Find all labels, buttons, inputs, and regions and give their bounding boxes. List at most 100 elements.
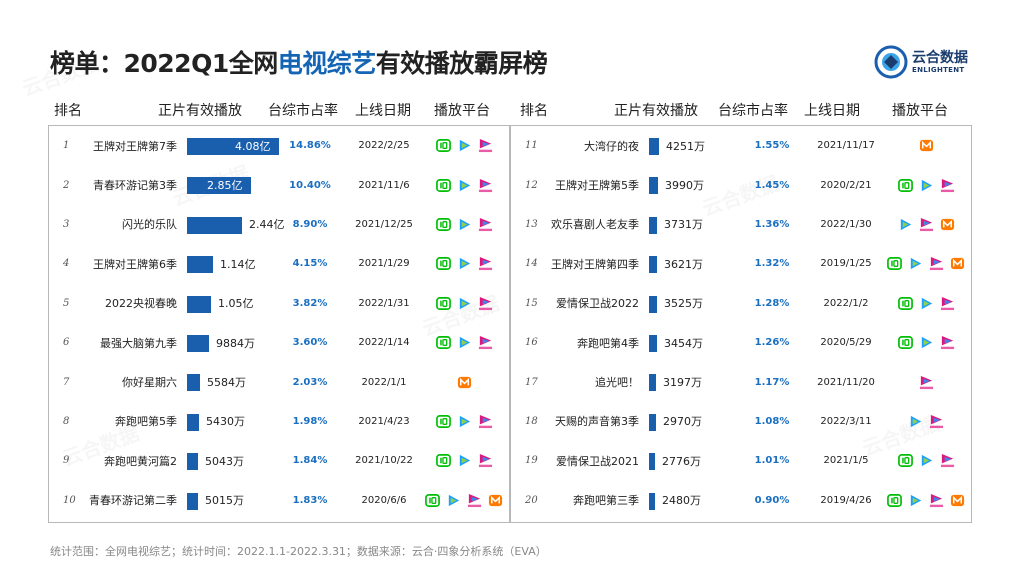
- mango-icon: [488, 494, 503, 506]
- tencent-icon: [459, 218, 470, 231]
- platform-list: [421, 402, 507, 441]
- platform-list: [883, 165, 969, 204]
- show-name: 奔跑吧第4季: [577, 336, 639, 350]
- show-name: 爱情保卫战2021: [556, 454, 639, 468]
- header-platform: 播放平台: [892, 103, 948, 119]
- launch-date: 2021/1/5: [823, 455, 869, 467]
- show-name: 你好星期六: [122, 376, 177, 390]
- rank-number: 16: [525, 337, 538, 349]
- tencent-icon: [448, 494, 460, 506]
- table-row: 9 奔跑吧黄河篇2 5043万 1.84% 2021/10/22: [49, 441, 509, 480]
- iqiyi-icon: [435, 218, 451, 231]
- platform-list: [883, 481, 969, 520]
- table-row: 7 你好星期六 5584万 2.03% 2022/1/1: [49, 362, 509, 401]
- tencent-icon: [910, 494, 922, 506]
- rank-number: 4: [63, 258, 70, 270]
- tencent-icon: [459, 179, 470, 191]
- platform-list: [421, 205, 507, 244]
- table-row: 2 青春环游记第3季 2.85亿 10.40% 2021/11/6: [49, 165, 509, 204]
- tencent-icon: [921, 297, 932, 309]
- platform-list: [421, 441, 507, 480]
- plays-bar: [649, 295, 657, 313]
- ranking-table-left: 1 王牌对王牌第7季 4.08亿 14.86% 2022/2/25 2 青春环游记第3季 2.…: [48, 125, 510, 523]
- youku-icon: [478, 178, 492, 192]
- market-share: 1.84%: [292, 455, 328, 467]
- launch-date: 2022/2/25: [358, 140, 410, 152]
- launch-date: 2021/1/29: [358, 258, 410, 270]
- iqiyi-icon: [425, 493, 440, 507]
- iqiyi-icon: [887, 257, 902, 271]
- youku-icon: [478, 296, 492, 310]
- tencent-icon: [921, 337, 932, 349]
- plays-label: 3197万: [663, 376, 702, 390]
- show-name: 追光吧！: [595, 376, 639, 390]
- iqiyi-icon: [897, 296, 913, 310]
- title-prefix: 榜单：2022Q1全网: [50, 49, 278, 78]
- tencent-icon: [459, 415, 470, 428]
- footer-note: 统计范围：全网电视综艺；统计时间：2022.1.1-2022.3.31；数据来源…: [50, 545, 547, 558]
- market-share: 10.40%: [289, 179, 331, 191]
- plays-bar: [649, 453, 655, 471]
- youku-icon: [478, 454, 492, 468]
- platform-list: [883, 323, 969, 362]
- market-share: 14.86%: [289, 140, 331, 152]
- tencent-icon: [900, 218, 911, 231]
- platform-list: [421, 323, 507, 362]
- youku-icon: [467, 493, 482, 507]
- iqiyi-icon: [435, 296, 451, 310]
- launch-date: 2022/1/2: [823, 297, 869, 309]
- plays-label: 4.08亿: [235, 139, 271, 153]
- platform-list: [421, 481, 507, 520]
- launch-date: 2022/1/31: [358, 297, 410, 309]
- table-row: 11 大湾仔的夜 4251万 1.55% 2021/11/17: [511, 126, 971, 165]
- market-share: 1.17%: [754, 376, 790, 388]
- show-name: 天赐的声音第3季: [555, 415, 639, 429]
- rank-number: 5: [63, 297, 70, 309]
- tencent-icon: [910, 415, 922, 428]
- show-name: 爱情保卫战2022: [556, 297, 639, 311]
- launch-date: 2019/1/25: [820, 258, 872, 270]
- plays-bar: [649, 374, 656, 392]
- launch-date: 2022/3/11: [820, 415, 872, 427]
- mango-icon: [457, 376, 471, 388]
- table-row: 18 天赐的声音第3季 2970万 1.08% 2022/3/11: [511, 402, 971, 441]
- show-name: 闪光的乐队: [122, 218, 177, 232]
- rank-number: 3: [63, 218, 70, 230]
- plays-bar: [649, 335, 657, 352]
- show-name: 大湾仔的夜: [584, 139, 639, 153]
- tencent-icon: [921, 455, 932, 467]
- market-share: 1.83%: [292, 494, 328, 506]
- iqiyi-icon: [897, 454, 913, 468]
- plays-label: 3454万: [664, 336, 703, 350]
- launch-date: 2021/4/23: [358, 415, 410, 427]
- table-header-right: 排名 正片有效播放 台综市占率 上线日期 播放平台: [510, 100, 972, 122]
- launch-date: 2021/11/6: [358, 179, 410, 191]
- plays-label: 2.85亿: [207, 179, 243, 193]
- platform-list: [883, 284, 969, 323]
- plays-bar: [187, 453, 198, 471]
- header-share: 台综市占率: [268, 103, 338, 119]
- mango-icon: [919, 140, 933, 152]
- plays-bar: [649, 492, 655, 510]
- youku-icon: [929, 257, 944, 271]
- youku-icon: [929, 493, 944, 507]
- mango-icon: [950, 494, 965, 506]
- rank-number: 18: [525, 415, 538, 427]
- rank-number: 14: [525, 258, 538, 270]
- platform-list: [883, 362, 969, 401]
- plays-bar: [649, 413, 656, 431]
- market-share: 1.98%: [292, 415, 328, 427]
- rank-number: 12: [525, 179, 538, 191]
- launch-date: 2021/12/25: [355, 218, 413, 230]
- youku-icon: [478, 217, 492, 232]
- market-share: 1.28%: [754, 297, 790, 309]
- launch-date: 2022/1/30: [820, 218, 872, 230]
- rank-number: 11: [525, 140, 538, 152]
- show-name: 王牌对王牌第5季: [555, 179, 639, 193]
- plays-label: 3621万: [664, 257, 703, 271]
- iqiyi-icon: [435, 415, 451, 428]
- plays-label: 2776万: [662, 454, 701, 468]
- enlightent-logo-icon: [874, 45, 908, 79]
- platform-list: [883, 126, 969, 165]
- plays-label: 9884万: [216, 336, 255, 350]
